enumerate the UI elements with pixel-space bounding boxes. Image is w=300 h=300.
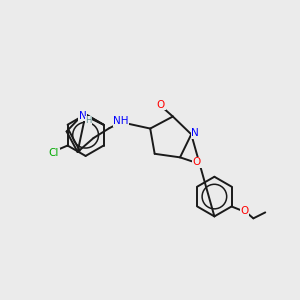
Text: N: N xyxy=(79,111,86,121)
Text: O: O xyxy=(240,206,249,216)
Text: N: N xyxy=(191,128,199,138)
Text: O: O xyxy=(193,157,201,167)
Text: H: H xyxy=(85,116,92,125)
Text: Cl: Cl xyxy=(49,148,59,158)
Text: O: O xyxy=(157,100,165,110)
Text: NH: NH xyxy=(113,116,129,126)
